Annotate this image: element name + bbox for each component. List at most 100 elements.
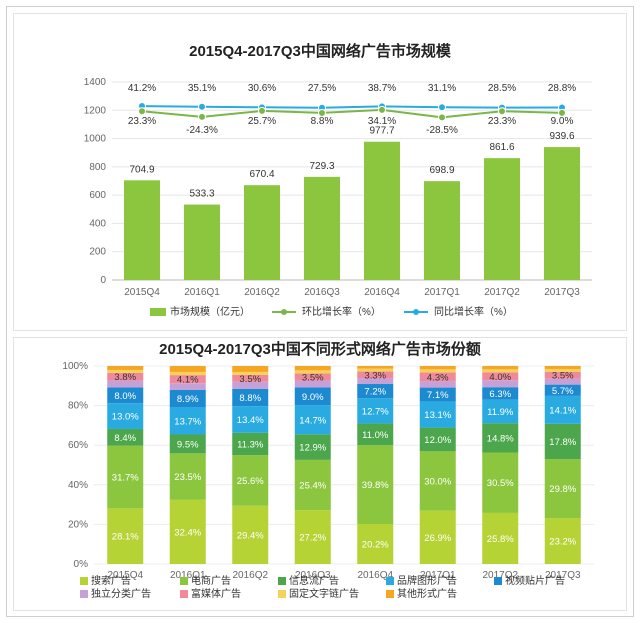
chart2-legend-swatch <box>80 590 88 598</box>
share-segment-label: 23.2% <box>549 537 576 548</box>
chart1-bar-label: 704.9 <box>129 164 154 175</box>
share-segment <box>232 381 269 389</box>
chart1-bar <box>244 185 280 280</box>
chart1-bar <box>484 158 520 280</box>
chart1-xtick-label: 2016Q2 <box>244 287 280 298</box>
share-segment-label: 29.4% <box>237 530 264 541</box>
share-segment-label: 3.5% <box>552 371 574 382</box>
share-segment <box>357 445 394 525</box>
chart1-bar <box>364 141 400 280</box>
share-segment <box>169 383 206 390</box>
image-frame: 2015Q4-2017Q3中国网络广告市场规模 0 200 400 600 800 100… <box>6 6 634 617</box>
qoq-growth-point <box>378 105 386 114</box>
chart2-legend-label: 富媒体广告 <box>191 587 241 600</box>
share-segment <box>544 368 581 372</box>
chart2-legend-swatch <box>180 577 188 585</box>
legend-qoq-marker <box>281 309 287 315</box>
share-segment <box>294 373 331 381</box>
chart2-legend-label: 其他形式广告 <box>397 587 457 600</box>
chart2-legend-swatch <box>494 577 502 585</box>
share-segment <box>169 434 206 454</box>
chart2-ytick-label: 0% <box>74 559 89 570</box>
chart1-xtick-label: 2015Q4 <box>124 287 160 298</box>
share-segment <box>169 407 206 435</box>
share-segment <box>482 423 519 453</box>
qoq-growth-line <box>141 108 563 119</box>
share-segment-label: 13.4% <box>237 415 264 426</box>
share-segment-label: 12.9% <box>299 443 326 454</box>
chart1-xtick-label: 2016Q4 <box>364 287 400 298</box>
yoy-growth-label: 27.5% <box>308 83 336 94</box>
yoy-growth-label: 35.1% <box>188 83 216 94</box>
chart1-xtick-label: 2017Q3 <box>544 287 580 298</box>
ad-share-chart: 2015Q4-2017Q3中国不同形式网络广告市场份额 0% 20% 40% 60% 8… <box>62 340 594 600</box>
share-segment-label: 9.0% <box>302 392 324 403</box>
chart2-legend-label: 品牌图形广告 <box>397 574 457 587</box>
share-segment <box>294 370 331 374</box>
legend-market-size-swatch <box>150 308 166 316</box>
chart2-title: 2015Q4-2017Q3中国不同形式网络广告市场份额 <box>159 340 481 358</box>
share-segment <box>482 452 519 513</box>
chart1-ytick-label: 1400 <box>84 77 107 88</box>
chart1-bar-label: 533.3 <box>189 189 214 200</box>
chart1-ytick-label: 0 <box>100 275 106 286</box>
chart1-bar <box>304 176 340 280</box>
share-segment <box>544 384 581 396</box>
qoq-growth-point <box>198 112 206 121</box>
legend-yoy: 同比增长率（%） <box>434 305 513 318</box>
share-segment <box>294 434 331 460</box>
chart2-xtick-label: 2016Q3 <box>295 570 331 581</box>
share-segment <box>482 372 519 381</box>
share-segment <box>357 371 394 379</box>
yoy-growth-label: 28.8% <box>548 83 576 94</box>
share-segment <box>107 380 144 388</box>
share-segment-label: 7.2% <box>364 387 386 398</box>
share-segment-label: 17.8% <box>549 437 576 448</box>
share-segment-label: 7.1% <box>427 390 449 401</box>
share-segment <box>232 406 269 433</box>
share-segment <box>419 381 456 388</box>
share-segment <box>107 372 144 381</box>
share-segment-label: 8.8% <box>239 393 261 404</box>
qoq-growth-label: 23.3% <box>488 116 516 127</box>
share-segment <box>357 378 394 385</box>
legend-yoy-marker <box>413 309 419 315</box>
share-segment <box>357 398 394 424</box>
share-segment <box>482 366 519 370</box>
chart2-xtick-label: 2016Q4 <box>357 570 393 581</box>
share-segment <box>419 369 456 373</box>
share-segment <box>232 388 269 407</box>
share-segment <box>294 510 331 564</box>
share-segment <box>232 432 269 456</box>
share-segment-label: 29.8% <box>549 484 576 495</box>
chart2-legend-swatch <box>386 590 394 598</box>
legend-market-size: 市场规模（亿元） <box>170 305 250 318</box>
share-segment-label: 20.2% <box>362 540 389 551</box>
chart2-ytick-label: 80% <box>68 401 88 412</box>
share-segment-label: 3.3% <box>364 370 386 381</box>
market-size-chart: 2015Q4-2017Q3中国网络广告市场规模 0 200 400 600 800 100… <box>84 42 592 318</box>
chart1-ytick-label: 600 <box>89 190 106 201</box>
chart2-xtick-label: 2016Q2 <box>232 570 268 581</box>
chart1-bar-label: 939.6 <box>549 131 574 142</box>
chart1-xtick-label: 2016Q3 <box>304 287 340 298</box>
chart1-bar <box>544 147 580 280</box>
share-segment <box>357 366 394 369</box>
share-segment-label: 31.7% <box>112 472 139 483</box>
chart2-xtick-label: 2017Q2 <box>482 570 518 581</box>
share-segment <box>169 499 206 564</box>
yoy-growth-label: 41.2% <box>128 83 156 94</box>
share-segment-label: 4.1% <box>177 375 199 386</box>
share-segment <box>107 428 144 446</box>
chart2-xtick-label: 2017Q1 <box>420 570 456 581</box>
share-segment <box>544 378 581 385</box>
share-segment <box>169 366 206 372</box>
share-segment-label: 13.7% <box>174 416 201 427</box>
chart1-bar-label: 729.3 <box>309 161 334 172</box>
share-segment <box>482 380 519 388</box>
share-segment <box>482 512 519 564</box>
chart2-legend-label: 搜索广告 <box>91 574 131 587</box>
share-segment <box>169 371 206 376</box>
chart2-legend-label: 独立分类广告 <box>91 587 151 600</box>
share-segment-label: 23.5% <box>174 472 201 483</box>
